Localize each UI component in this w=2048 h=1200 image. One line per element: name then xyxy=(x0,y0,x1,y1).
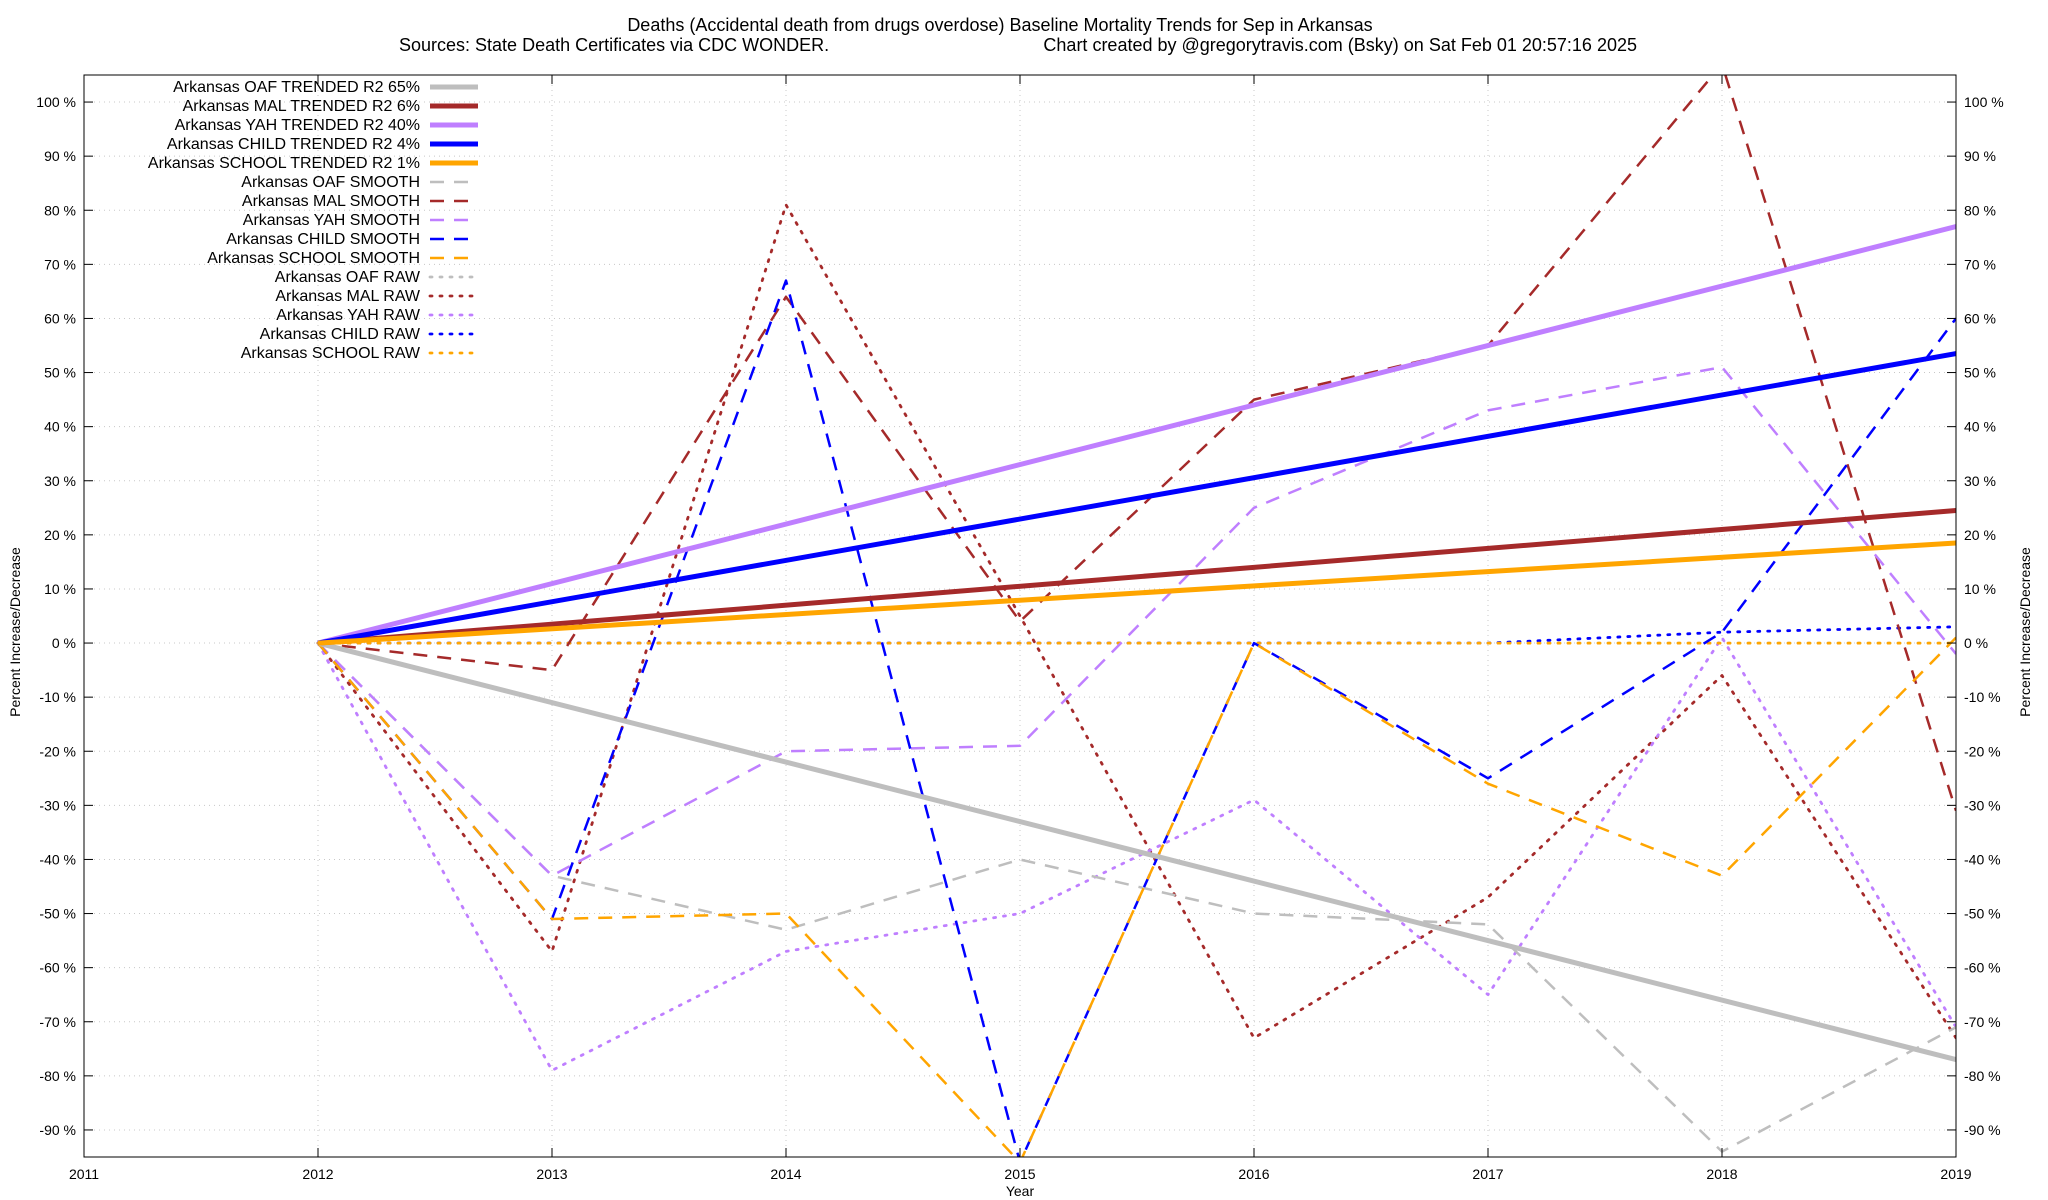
y-tick-label-left: 10 % xyxy=(44,581,76,597)
series-oaf-trend-line xyxy=(318,643,1956,1060)
y-tick-label-left: 0 % xyxy=(52,635,76,651)
y-tick-label-left: 40 % xyxy=(44,419,76,435)
y-tick-label-left: -90 % xyxy=(39,1122,76,1138)
y-axis-label-right: Percent Increase/Decrease xyxy=(2017,547,2033,717)
y-tick-label-right: -50 % xyxy=(1964,906,2001,922)
legend-label: Arkansas CHILD TRENDED R2 4% xyxy=(167,136,420,153)
series-mal-smooth-line xyxy=(318,64,1956,811)
y-tick-label-right: -80 % xyxy=(1964,1068,2001,1084)
y-tick-label-right: 20 % xyxy=(1964,527,1996,543)
y-tick-label-left: -40 % xyxy=(39,851,76,867)
legend-label: Arkansas MAL SMOOTH xyxy=(242,193,420,210)
y-tick-label-left: 90 % xyxy=(44,148,76,164)
legend-label: Arkansas SCHOOL SMOOTH xyxy=(207,250,420,267)
x-tick-label: 2019 xyxy=(1940,1166,1971,1182)
y-tick-label-right: 80 % xyxy=(1964,202,1996,218)
legend-label: Arkansas SCHOOL TRENDED R2 1% xyxy=(148,155,420,172)
y-tick-label-right: -20 % xyxy=(1964,743,2001,759)
legend-label: Arkansas OAF TRENDED R2 65% xyxy=(173,79,420,96)
series-yah-trend-line xyxy=(318,227,1956,644)
legend-label: Arkansas OAF RAW xyxy=(275,269,421,286)
legend-label: Arkansas YAH SMOOTH xyxy=(243,212,420,229)
series-school-smooth-line xyxy=(318,638,1956,1163)
chart-subtitle-credit: Chart created by @gregorytravis.com (Bsk… xyxy=(1043,35,1637,55)
x-tick-label: 2017 xyxy=(1472,1166,1503,1182)
y-tick-label-left: 80 % xyxy=(44,202,76,218)
x-tick-label: 2012 xyxy=(302,1166,333,1182)
y-tick-label-left: 30 % xyxy=(44,473,76,489)
y-tick-label-left: 100 % xyxy=(36,94,76,110)
x-axis-label: Year xyxy=(1006,1183,1035,1199)
y-tick-label-right: 50 % xyxy=(1964,365,1996,381)
x-tick-label: 2018 xyxy=(1706,1166,1737,1182)
y-tick-label-left: 70 % xyxy=(44,256,76,272)
x-tick-label: 2013 xyxy=(536,1166,567,1182)
legend-label: Arkansas YAH RAW xyxy=(276,307,421,324)
y-tick-label-right: -40 % xyxy=(1964,851,2001,867)
y-tick-label-right: 10 % xyxy=(1964,581,1996,597)
y-tick-label-right: -10 % xyxy=(1964,689,2001,705)
y-tick-label-left: -80 % xyxy=(39,1068,76,1084)
y-tick-label-left: -10 % xyxy=(39,689,76,705)
legend-label: Arkansas CHILD SMOOTH xyxy=(226,231,420,248)
y-tick-label-left: -30 % xyxy=(39,797,76,813)
y-tick-label-right: -70 % xyxy=(1964,1014,2001,1030)
series-group xyxy=(318,64,1956,1162)
chart-title: Deaths (Accidental death from drugs over… xyxy=(627,15,1372,35)
legend: Arkansas OAF TRENDED R2 65% Arkansas MAL … xyxy=(148,79,478,362)
y-tick-label-right: 40 % xyxy=(1964,419,1996,435)
y-tick-label-left: 50 % xyxy=(44,365,76,381)
legend-label: Arkansas MAL RAW xyxy=(275,288,421,305)
y-tick-label-right: -30 % xyxy=(1964,797,2001,813)
legend-label: Arkansas CHILD RAW xyxy=(260,326,421,343)
y-tick-label-right: 90 % xyxy=(1964,148,1996,164)
series-child-trend-line xyxy=(318,354,1956,643)
legend-label: Arkansas SCHOOL RAW xyxy=(241,345,421,362)
x-tick-label: 2014 xyxy=(770,1166,801,1182)
series-yah-raw-line xyxy=(318,638,1956,1071)
x-tick-label: 2015 xyxy=(1004,1166,1035,1182)
legend-label: Arkansas YAH TRENDED R2 40% xyxy=(175,117,420,134)
y-tick-label-left: -60 % xyxy=(39,960,76,976)
y-tick-label-left: 60 % xyxy=(44,310,76,326)
y-tick-label-right: 60 % xyxy=(1964,310,1996,326)
y-tick-label-right: 70 % xyxy=(1964,256,1996,272)
y-tick-label-left: -20 % xyxy=(39,743,76,759)
y-tick-label-right: 30 % xyxy=(1964,473,1996,489)
y-tick-label-right: 100 % xyxy=(1964,94,2004,110)
series-oaf-smooth-line xyxy=(318,643,1956,1152)
x-tick-label: 2016 xyxy=(1238,1166,1269,1182)
series-child-smooth-line xyxy=(318,281,1956,1163)
plot-series xyxy=(318,64,1956,1162)
legend-label: Arkansas OAF SMOOTH xyxy=(241,174,420,191)
y-axis-label-left: Percent Increase/Decrease xyxy=(7,547,23,717)
y-tick-label-left: -70 % xyxy=(39,1014,76,1030)
y-tick-label-right: -60 % xyxy=(1964,960,2001,976)
chart-subtitle-sources: Sources: State Death Certificates via CD… xyxy=(399,35,829,55)
y-tick-label-right: 0 % xyxy=(1964,635,1988,651)
y-tick-label-left: 20 % xyxy=(44,527,76,543)
x-tick-label: 2011 xyxy=(69,1166,99,1182)
y-tick-label-left: -50 % xyxy=(39,906,76,922)
series-mal-trend-line xyxy=(318,511,1956,644)
y-tick-label-right: -90 % xyxy=(1964,1122,2001,1138)
legend-label: Arkansas MAL TRENDED R2 6% xyxy=(183,98,420,115)
